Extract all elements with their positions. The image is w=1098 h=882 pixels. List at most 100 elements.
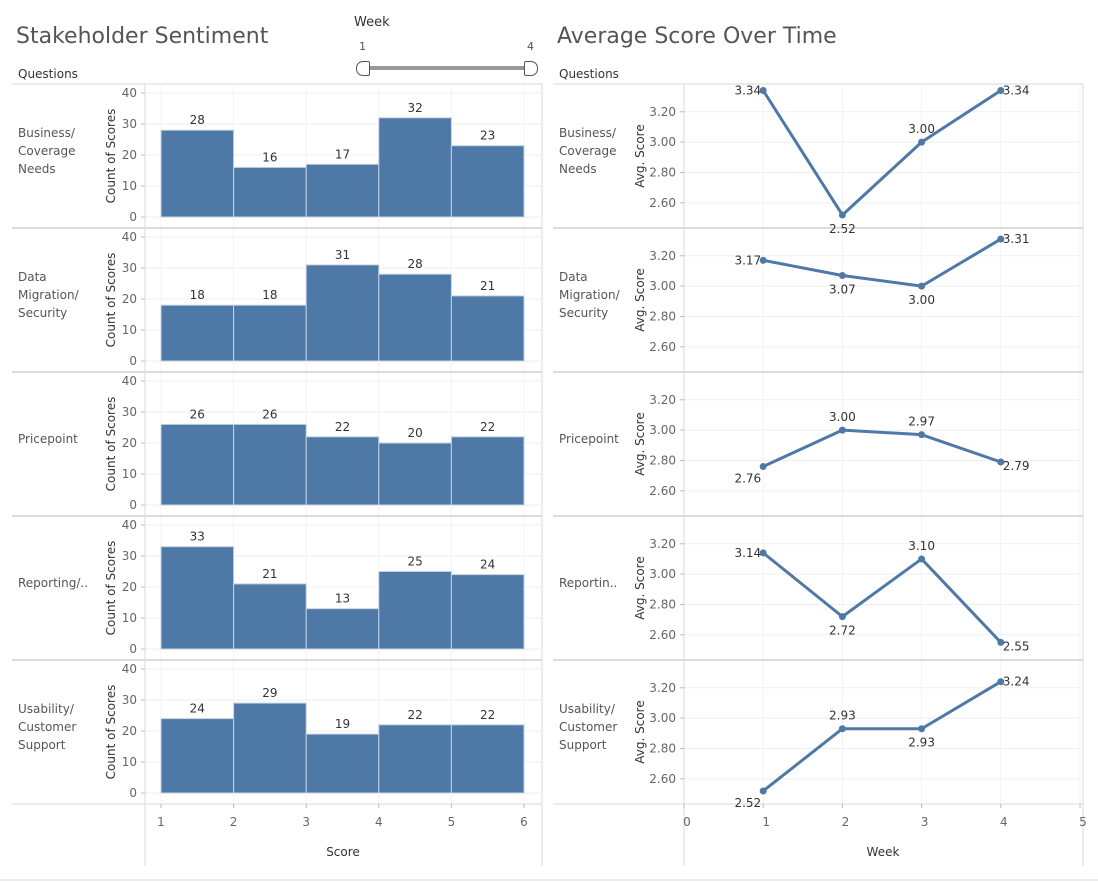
bar-value-label: 20	[407, 426, 422, 440]
right-row-label: Data Migration/Security	[559, 268, 620, 322]
data-point	[838, 211, 846, 219]
bar-y-tick-label: 30	[122, 549, 137, 563]
bar-y-axis-title: Count of Scores	[104, 541, 118, 636]
bar-value-label: 28	[407, 257, 422, 271]
data-point-label: 2.97	[908, 415, 935, 429]
left-row-label-line: Security	[18, 306, 68, 320]
week-filter-max-label: 4	[527, 40, 534, 53]
data-point	[918, 138, 926, 146]
bar-y-tick-label: 20	[122, 724, 137, 738]
bar	[378, 724, 452, 794]
series-line	[762, 428, 1002, 468]
line-y-tick-label: 2.80	[649, 165, 676, 179]
line-y-tick-label: 3.00	[649, 711, 676, 725]
bar	[233, 583, 307, 650]
bar-y-tick-label: 0	[129, 498, 137, 512]
right-row-label: Business/Coverage Needs	[559, 124, 617, 178]
bar	[305, 608, 380, 650]
week-slider-handle-min[interactable]	[356, 61, 370, 76]
bar-y-axis-title: Count of Scores	[104, 253, 118, 348]
bar	[378, 571, 452, 650]
right-row-label: Reportin..	[559, 574, 617, 592]
week-slider-track[interactable]	[364, 66, 530, 70]
bar	[305, 436, 380, 506]
line-y-axis-title: Avg. Score	[633, 556, 647, 619]
bar	[160, 129, 235, 218]
line-x-tick-label: 2	[842, 815, 850, 829]
bar-x-tick-label: 4	[375, 815, 383, 829]
series-line	[762, 680, 1002, 793]
line-x-tick-label: 4	[1000, 815, 1008, 829]
bar	[378, 117, 452, 218]
left-row-label-line: Usability/	[18, 702, 74, 716]
line-y-tick-label: 2.80	[649, 597, 676, 611]
line-y-tick-label: 3.20	[649, 681, 676, 695]
right-row-label-line: Pricepoint	[559, 432, 619, 446]
line-y-axis-title: Avg. Score	[633, 268, 647, 331]
data-point-label: 2.52	[829, 222, 856, 236]
bar-y-tick-label: 30	[122, 693, 137, 707]
bar-value-label: 19	[335, 717, 350, 731]
data-point	[997, 458, 1005, 466]
line-y-tick-label: 2.80	[649, 453, 676, 467]
bar-y-tick-label: 30	[122, 117, 137, 131]
data-point-label: 3.00	[829, 410, 856, 424]
data-point	[838, 613, 846, 621]
bar-y-axis-title: Count of Scores	[104, 685, 118, 780]
bar-y-tick-label: 20	[122, 148, 137, 162]
line-y-tick-label: 3.20	[649, 393, 676, 407]
data-point	[997, 638, 1005, 646]
data-point	[918, 282, 926, 290]
bar-value-label: 17	[335, 147, 350, 161]
bar-y-tick-label: 0	[129, 786, 137, 800]
bar-y-tick-label: 40	[122, 374, 137, 388]
line-y-tick-label: 3.00	[649, 279, 676, 293]
right-row-label-line: Security	[559, 306, 609, 320]
left-row-label: Business/Coverage Needs	[18, 124, 76, 178]
bar-value-label: 32	[407, 101, 422, 115]
data-point	[759, 549, 767, 557]
week-filter: Week 1 4	[350, 12, 550, 82]
data-point	[997, 87, 1005, 95]
bar-y-tick-label: 40	[122, 230, 137, 244]
right-row-label-line: Needs	[559, 162, 597, 176]
bar-value-label: 31	[335, 248, 350, 262]
line-x-tick-label: 3	[921, 815, 929, 829]
line-y-tick-label: 3.20	[649, 105, 676, 119]
bar-x-axis-title: Score	[326, 845, 360, 859]
bar-value-label: 24	[480, 558, 495, 572]
bar	[233, 304, 307, 362]
bar-value-label: 33	[190, 530, 205, 544]
data-point-label: 2.55	[1003, 639, 1030, 653]
line-y-tick-label: 2.60	[649, 484, 676, 498]
bar-y-tick-label: 40	[122, 662, 137, 676]
bar	[233, 423, 307, 506]
bar	[305, 264, 380, 362]
bar-y-axis-title: Count of Scores	[104, 109, 118, 204]
bar	[160, 718, 235, 794]
line-y-tick-label: 2.60	[649, 628, 676, 642]
right-row-label-line: Data	[559, 270, 588, 284]
data-point	[918, 555, 926, 563]
data-point-label: 2.76	[734, 472, 761, 486]
line-y-tick-label: 3.00	[649, 135, 676, 149]
data-point-label: 3.31	[1003, 232, 1030, 246]
data-point	[918, 725, 926, 733]
data-point-label: 3.34	[1003, 84, 1030, 98]
line-y-tick-label: 3.00	[649, 423, 676, 437]
right-row-label-line: Customer	[559, 720, 618, 734]
data-point	[997, 678, 1005, 686]
line-y-axis-title: Avg. Score	[633, 124, 647, 187]
line-x-tick-label: 0	[683, 815, 691, 829]
left-row-label: Reporting/..	[18, 574, 88, 592]
bar-value-label: 18	[190, 288, 205, 302]
bar-y-tick-label: 10	[122, 323, 137, 337]
week-slider-handle-max[interactable]	[524, 61, 538, 76]
left-questions-header: Questions	[18, 67, 78, 81]
left-row-label-line: Reporting/..	[18, 576, 89, 590]
bar-x-tick-label: 6	[520, 815, 528, 829]
data-point	[759, 463, 767, 471]
data-point-label: 3.07	[829, 282, 856, 296]
bar	[378, 442, 452, 506]
